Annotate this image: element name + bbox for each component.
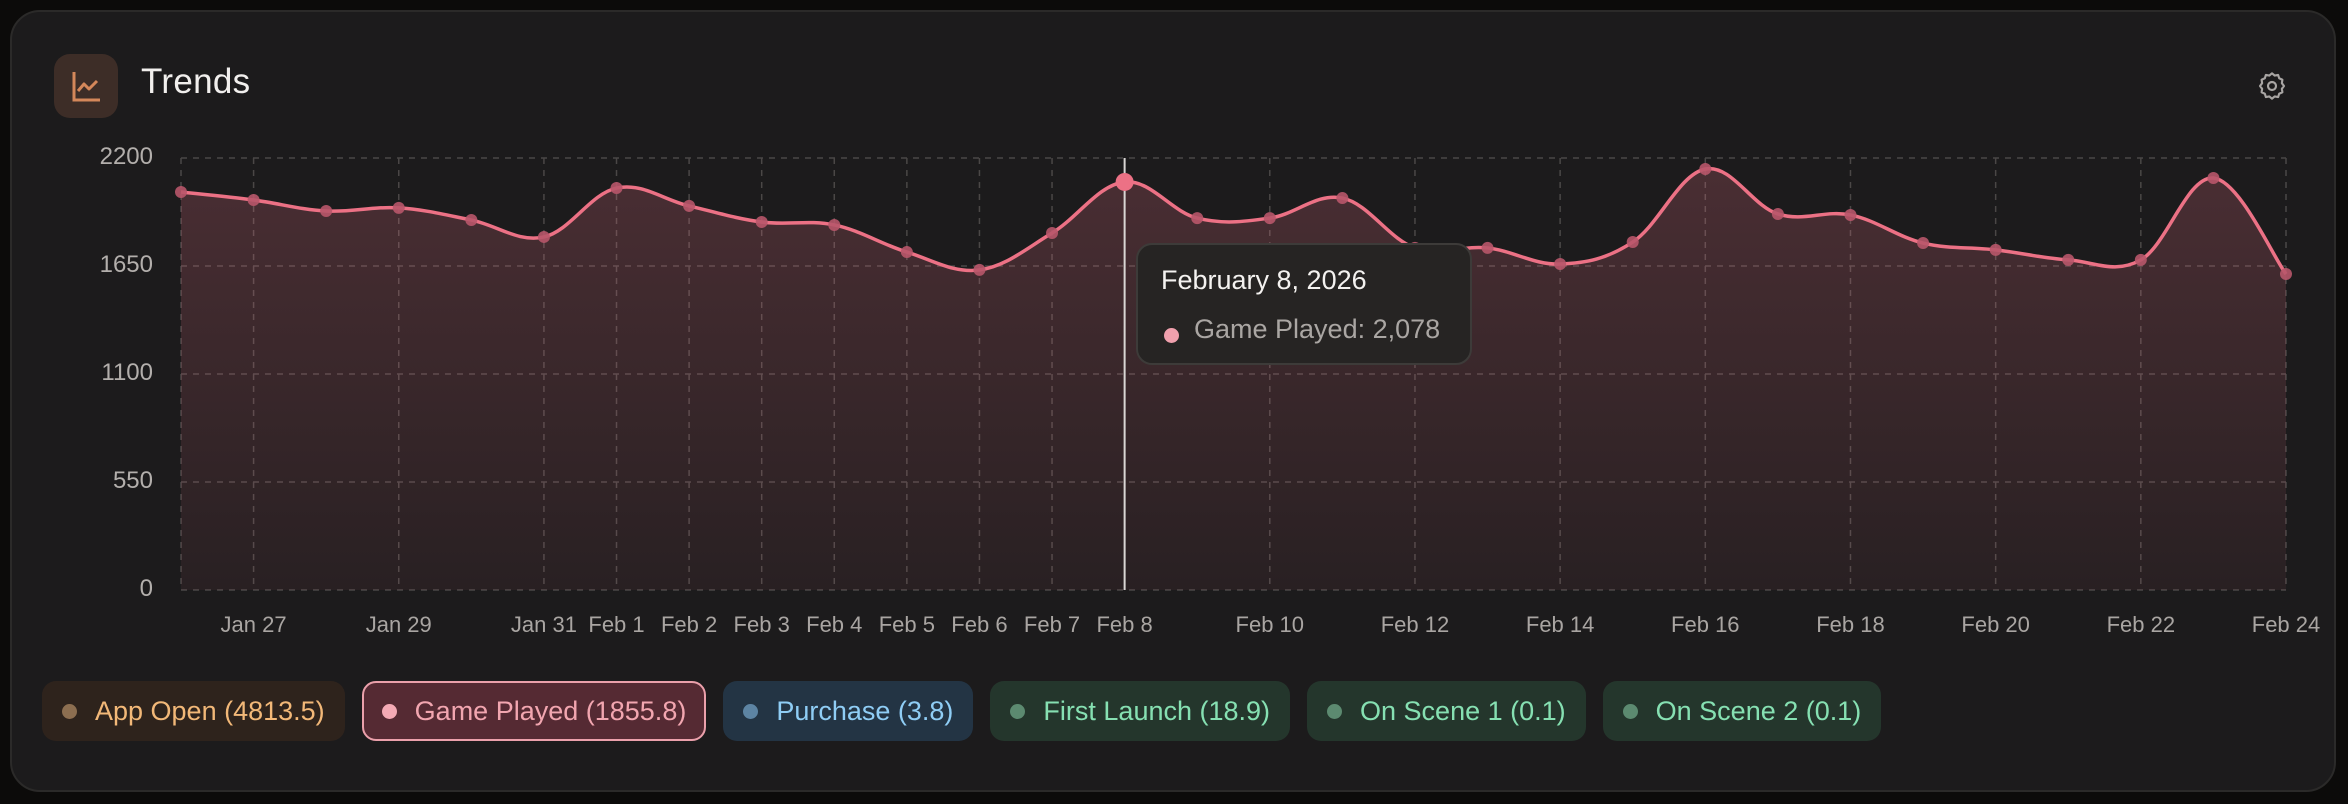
x-tick-label: Feb 1 [588, 612, 645, 637]
legend-label: On Scene 1 (0.1) [1360, 695, 1566, 726]
line-chart-icon [72, 72, 100, 102]
x-tick-label: Feb 24 [2251, 612, 2321, 637]
data-point[interactable] [1263, 212, 1276, 225]
y-tick-label: 2200 [99, 143, 153, 170]
x-tick-label: Feb 7 [1023, 612, 1081, 637]
data-point[interactable] [392, 201, 405, 214]
legend-dot-icon [1010, 703, 1026, 719]
y-tick-label: 1100 [101, 359, 153, 386]
y-tick-label: 0 [139, 575, 153, 602]
tooltip-date: February 8, 2026 [1161, 265, 1367, 295]
data-point[interactable] [247, 194, 260, 207]
legend-dot-icon [381, 703, 397, 719]
y-tick-label: 1650 [99, 251, 153, 278]
chart-tooltip: February 8, 2026 Game Played: 2,078 [1136, 243, 1472, 365]
legend-label: Purchase (3.8) [776, 695, 954, 726]
data-point[interactable] [465, 214, 478, 227]
x-tick-label: Jan 29 [365, 612, 432, 637]
legend-dot-icon [743, 703, 759, 719]
legend-label: App Open (4813.5) [95, 695, 325, 726]
tooltip-value: Game Played: 2,078 [1194, 314, 1441, 344]
data-point[interactable] [973, 263, 986, 276]
data-point[interactable] [1626, 236, 1639, 249]
legend-chip-on-scene-2[interactable]: On Scene 2 (0.1) [1602, 681, 1882, 741]
trends-icon-box [54, 54, 118, 118]
data-point[interactable] [610, 182, 623, 195]
legend-label: Game Played (1855.8) [414, 695, 687, 726]
y-tick-label: 550 [112, 467, 153, 494]
x-tick-label: Feb 20 [1961, 612, 2030, 637]
legend-chip-on-scene-1[interactable]: On Scene 1 (0.1) [1307, 681, 1586, 741]
legend-chip-purchase[interactable]: Purchase (3.8) [723, 681, 974, 741]
data-point[interactable] [1989, 243, 2002, 256]
x-tick-label: Feb 16 [1671, 612, 1740, 637]
gear-icon[interactable] [2256, 70, 2288, 102]
data-point[interactable] [1917, 237, 1930, 250]
data-point[interactable] [683, 199, 696, 212]
legend-chip-game-played[interactable]: Game Played (1855.8) [361, 681, 707, 741]
data-point[interactable] [755, 216, 768, 229]
legend-label: On Scene 2 (0.1) [1655, 695, 1862, 726]
data-point[interactable] [537, 230, 550, 243]
legend-label: First Launch (18.9) [1043, 695, 1271, 726]
data-point[interactable] [1481, 241, 1494, 254]
data-point[interactable] [2062, 253, 2075, 266]
data-point[interactable] [828, 218, 841, 231]
data-point[interactable] [1046, 227, 1059, 240]
x-tick-label: Feb 18 [1816, 612, 1885, 637]
area-fill [181, 168, 2286, 590]
data-point[interactable] [900, 246, 913, 259]
legend: App Open (4813.5) Game Played (1855.8) Pur… [42, 681, 1882, 741]
tooltip-series-dot [1164, 328, 1179, 343]
data-point[interactable] [1844, 208, 1857, 221]
x-tick-label: Feb 10 [1235, 612, 1305, 637]
data-point[interactable] [1115, 172, 1134, 191]
data-point[interactable] [175, 185, 187, 198]
x-tick-label: Jan 31 [510, 612, 577, 637]
data-point[interactable] [320, 205, 333, 218]
x-tick-label: Feb 12 [1380, 612, 1450, 637]
x-tick-label: Feb 22 [2106, 612, 2176, 637]
data-point[interactable] [2207, 172, 2220, 185]
data-point[interactable] [2134, 253, 2147, 266]
data-point[interactable] [2280, 268, 2292, 281]
card-title: Trends [141, 62, 251, 101]
x-tick-label: Feb 4 [806, 612, 863, 637]
x-tick-label: Feb 8 [1096, 612, 1153, 637]
legend-chip-app-open[interactable]: App Open (4813.5) [42, 681, 345, 741]
x-tick-label: Feb 5 [878, 612, 935, 637]
x-tick-label: Feb 3 [733, 612, 790, 637]
x-tick-label: Jan 27 [220, 612, 287, 637]
legend-chip-first-launch[interactable]: First Launch (18.9) [990, 681, 1291, 741]
legend-dot-icon [1622, 703, 1638, 719]
data-point[interactable] [1336, 192, 1349, 205]
x-tick-label: Feb 14 [1525, 612, 1595, 637]
x-tick-label: Feb 2 [660, 612, 718, 637]
data-point[interactable] [1771, 207, 1784, 220]
data-point[interactable] [1191, 212, 1204, 225]
legend-dot-icon [1327, 703, 1343, 719]
data-point[interactable] [1699, 162, 1712, 175]
legend-dot-icon [62, 703, 77, 719]
x-tick-label: Feb 6 [951, 612, 1008, 637]
data-point[interactable] [1554, 258, 1567, 271]
